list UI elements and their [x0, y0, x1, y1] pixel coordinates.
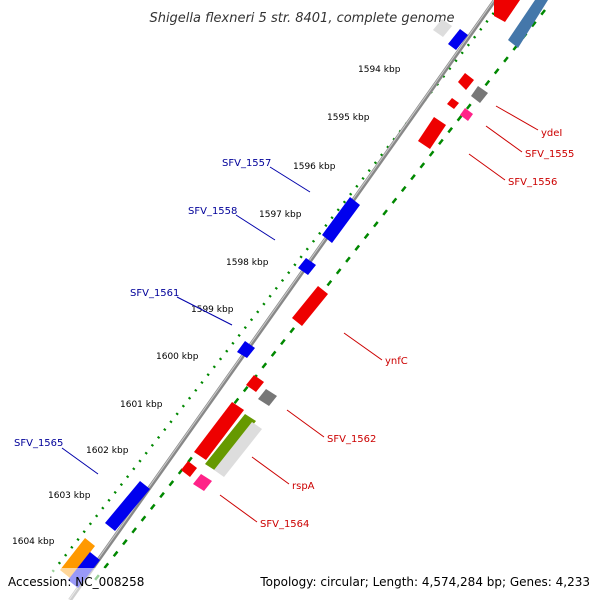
gene-label-left: SFV_1561 [130, 288, 179, 299]
gene-arrow [214, 422, 262, 477]
topology-summary: Topology: circular; Length: 4,574,284 bp… [259, 575, 590, 589]
gene-arrow [193, 474, 212, 491]
tick-label: 1602 kbp [86, 446, 129, 456]
accession-text: Accession: NC_008258 [8, 575, 144, 589]
gene-label-left: SFV_1558 [188, 206, 237, 217]
callout-line [495, 105, 539, 131]
gene-arrow [458, 73, 474, 90]
tick-label: 1595 kbp [327, 113, 370, 123]
callout-line [286, 409, 325, 438]
gene-label-left: SFV_1557 [222, 158, 271, 169]
tick-label: 1597 kbp [259, 210, 302, 220]
tick-label: 1604 kbp [12, 537, 55, 547]
tick-label: 1600 kbp [156, 352, 199, 362]
gene-arrow [246, 375, 264, 392]
left-callouts: SFV_1557 SFV_1558 SFV_1561 SFV_1565 [14, 158, 311, 475]
gene-label-right: rspA [292, 481, 315, 492]
gene-arrow [194, 402, 244, 460]
gene-arrow [448, 29, 468, 50]
callout-line [176, 296, 233, 326]
gene-label-right: SFV_1564 [260, 519, 309, 530]
gene-arrow [105, 481, 150, 531]
gene-arrow [433, 19, 452, 37]
callout-line [251, 456, 290, 485]
gene-arrow [205, 414, 256, 471]
genome-backbone-highlight [68, 0, 495, 600]
gene-arrow [322, 197, 360, 243]
reverse-genes [181, 0, 548, 491]
tick-label: 1601 kbp [120, 400, 163, 410]
tick-label: 1599 kbp [191, 305, 234, 315]
gene-arrow [471, 86, 488, 103]
gene-label-left: SFV_1565 [14, 438, 63, 449]
gene-arrow [258, 389, 277, 406]
map-title: Shigella flexneri 5 str. 8401, complete … [149, 11, 454, 26]
gene-label-right: SFV_1556 [508, 177, 557, 188]
callout-line [485, 125, 523, 153]
gene-arrow [181, 461, 197, 477]
gene-arrow [298, 258, 316, 275]
tick-label: 1594 kbp [358, 65, 401, 75]
gene-arrow [418, 117, 446, 149]
callout-line [269, 166, 311, 193]
tick-label: 1598 kbp [226, 258, 269, 268]
callout-line [61, 447, 99, 475]
tick-label: 1603 kbp [48, 491, 91, 501]
callout-line [468, 153, 506, 181]
gene-arrow [460, 108, 473, 121]
tick-label: 1596 kbp [293, 162, 336, 172]
gene-arrow [292, 286, 328, 326]
callout-line [343, 332, 383, 361]
right-callouts: ydeI SFV_1555 SFV_1556 ynfC SFV_1562 rsp… [219, 105, 574, 530]
gene-label-right: ydeI [541, 128, 562, 139]
gene-arrow [494, 0, 520, 22]
gene-arrow [447, 98, 459, 109]
callout-line [235, 214, 276, 241]
callout-line [219, 494, 258, 523]
footer-bar [0, 568, 600, 600]
gene-arrow [237, 341, 255, 358]
gene-label-right: SFV_1562 [327, 434, 376, 445]
kbp-ticks: 1594 kbp 1595 kbp 1596 kbp 1597 kbp 1598… [12, 65, 401, 547]
genome-backbone [68, 0, 497, 600]
gene-arrow [508, 0, 548, 48]
gene-label-right: ynfC [385, 356, 408, 367]
gene-label-right: SFV_1555 [525, 149, 574, 160]
